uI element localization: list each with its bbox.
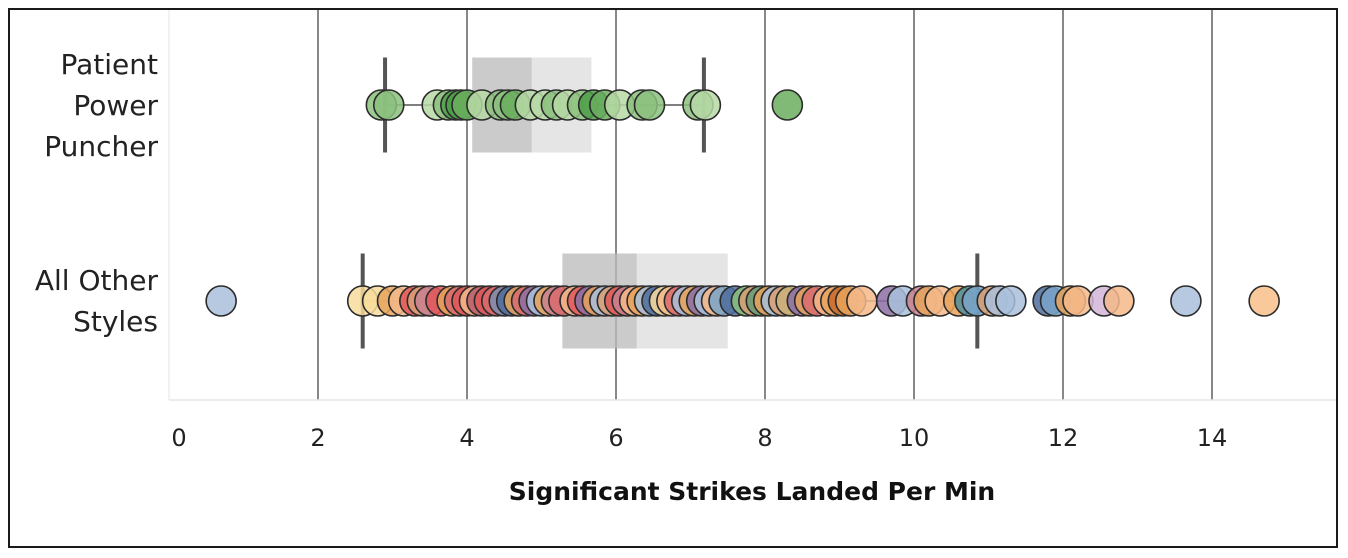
x-tick-label: 4 — [459, 424, 474, 452]
data-point — [205, 285, 237, 317]
data-point — [846, 285, 878, 317]
data-point — [689, 89, 722, 121]
row-label-all-other-styles: All Other Styles — [35, 260, 158, 342]
data-point — [1248, 285, 1280, 317]
data-point — [633, 89, 666, 121]
x-tick-label: 10 — [899, 424, 930, 452]
data-point — [1103, 285, 1135, 317]
data-points — [205, 89, 1280, 317]
x-tick-label: 2 — [310, 424, 325, 452]
data-point — [372, 89, 405, 121]
row-label-line: Puncher — [44, 130, 158, 163]
x-tick-label: 14 — [1197, 424, 1228, 452]
x-tick-label: 6 — [608, 424, 623, 452]
row-label-line: Power — [73, 89, 158, 122]
x-tick-label: 12 — [1048, 424, 1079, 452]
row-label-line: Styles — [73, 305, 158, 338]
row-label-line: All Other — [34, 264, 158, 297]
x-axis: 0 2 4 6 8 10 12 14 — [169, 399, 1336, 452]
x-axis-title: Significant Strikes Landed Per Min — [509, 477, 995, 506]
data-point — [1170, 285, 1202, 317]
row-label-line: Patient — [60, 48, 159, 81]
data-point — [995, 285, 1027, 317]
x-tick-label: 8 — [757, 424, 772, 452]
data-point — [771, 89, 804, 121]
x-tick-label: 0 — [171, 424, 186, 452]
row-label-patient-power-puncher: Patient Power Puncher — [44, 44, 158, 167]
